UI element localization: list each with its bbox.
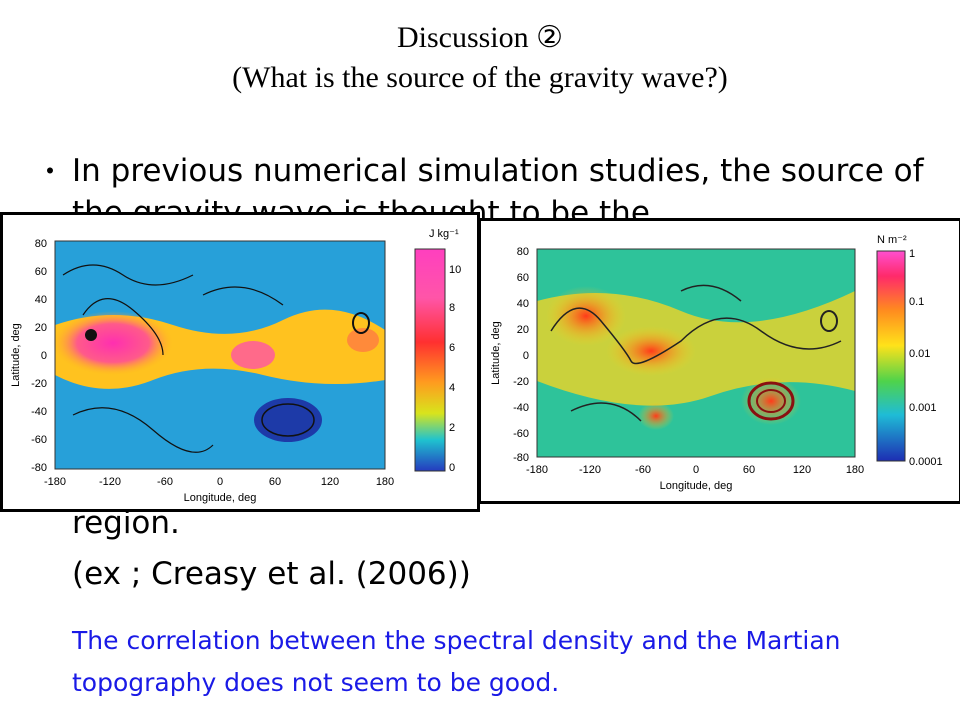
colorbar-unit-left: J kg⁻¹: [429, 228, 459, 240]
figure-left: 80 60 40 20 0 -20 -40 -60 -80 -180 -120 …: [0, 212, 480, 512]
cb-tick-r-3: 0.001: [909, 402, 937, 414]
lat-tick-l-1: 60: [35, 266, 47, 278]
lat-tick-r-0: 80: [517, 246, 529, 258]
lon-tick-l-1: -120: [99, 476, 121, 488]
title-line-2: (What is the source of the gravity wave?…: [232, 61, 728, 94]
lat-tick-r-8: -80: [513, 452, 529, 464]
map-right-contours: [550, 284, 842, 422]
lat-tick-r-2: 40: [517, 298, 529, 310]
x-label-right: Longitude, deg: [660, 480, 733, 492]
cb-tick-r-1: 0.1: [909, 296, 924, 308]
map-right-hot-1: [546, 286, 626, 346]
lat-tick-r-4: 0: [523, 350, 529, 362]
lon-tick-r-3: 0: [693, 464, 699, 476]
lat-tick-l-6: -40: [31, 406, 47, 418]
bullet-marker: ・: [36, 155, 65, 188]
lon-tick-r-5: 120: [793, 464, 811, 476]
cb-tick-r-2: 0.01: [909, 348, 930, 360]
map-right-crater-ring: [747, 381, 795, 421]
lon-tick-l-2: -60: [157, 476, 173, 488]
map-left-hot-3: [347, 328, 379, 352]
reference-text: (ex ; Creasy et al. (2006)): [72, 556, 471, 592]
lat-tick-l-8: -80: [31, 462, 47, 474]
lon-tick-l-3: 0: [217, 476, 223, 488]
lat-tick-l-7: -60: [31, 434, 47, 446]
lat-tick-r-1: 60: [517, 272, 529, 284]
y-label-right: Latitude, deg: [490, 321, 502, 385]
cb-tick-l-2: 6: [449, 342, 455, 354]
lat-tick-l-4: 0: [41, 350, 47, 362]
lon-tick-r-2: -60: [635, 464, 651, 476]
lat-tick-r-6: -40: [513, 402, 529, 414]
map-left-volcano: [352, 312, 370, 334]
lon-tick-r-1: -120: [579, 464, 601, 476]
colorbar-unit-right: N m⁻²: [877, 234, 907, 246]
lon-tick-r-0: -180: [526, 464, 548, 476]
cb-tick-l-5: 0: [449, 462, 455, 474]
cb-tick-l-0: 10: [449, 264, 461, 276]
lat-tick-l-3: 20: [35, 322, 47, 334]
map-left-frame: [54, 240, 386, 470]
figure-right: 80 60 40 20 0 -20 -40 -60 -80 -180 -120 …: [478, 218, 960, 504]
lat-tick-l-0: 80: [35, 238, 47, 250]
cb-tick-l-4: 2: [449, 422, 455, 434]
map-left-contours: [62, 264, 284, 453]
lon-tick-l-5: 120: [321, 476, 339, 488]
map-left-basin: [254, 398, 322, 442]
lon-tick-r-6: 180: [846, 464, 864, 476]
lon-tick-l-4: 60: [269, 476, 281, 488]
lat-tick-r-5: -20: [513, 376, 529, 388]
slide-title: Discussion ② (What is the source of the …: [0, 18, 960, 98]
cb-tick-r-4: 0.0001: [909, 456, 943, 468]
title-line-1: Discussion ②: [396, 21, 564, 54]
map-right-volcano: [820, 310, 838, 332]
lat-tick-r-7: -60: [513, 428, 529, 440]
map-left-peak: [85, 329, 97, 341]
lat-tick-l-5: -20: [31, 378, 47, 390]
map-left-basin-ring: [261, 403, 315, 437]
y-label-left: Latitude, deg: [10, 323, 22, 387]
lat-tick-l-2: 40: [35, 294, 47, 306]
map-right-hot-2: [606, 326, 696, 376]
map-left-hot-2: [231, 341, 275, 369]
map-left-hot-1: [53, 311, 173, 375]
colorbar-left: [414, 248, 446, 472]
cb-tick-l-1: 8: [449, 302, 455, 314]
correlation-note: The correlation between the spectral den…: [72, 626, 841, 697]
map-right-hot-4: [638, 402, 674, 430]
map-right-crater-ring-2: [756, 389, 786, 413]
lon-tick-l-0: -180: [44, 476, 66, 488]
lon-tick-l-6: 180: [376, 476, 394, 488]
cb-tick-r-0: 1: [909, 248, 915, 260]
x-label-left: Longitude, deg: [184, 492, 257, 504]
map-right-frame: [536, 248, 856, 458]
lon-tick-r-4: 60: [743, 464, 755, 476]
cb-tick-l-3: 4: [449, 382, 455, 394]
lat-tick-r-3: 20: [517, 324, 529, 336]
colorbar-right: [876, 250, 906, 462]
